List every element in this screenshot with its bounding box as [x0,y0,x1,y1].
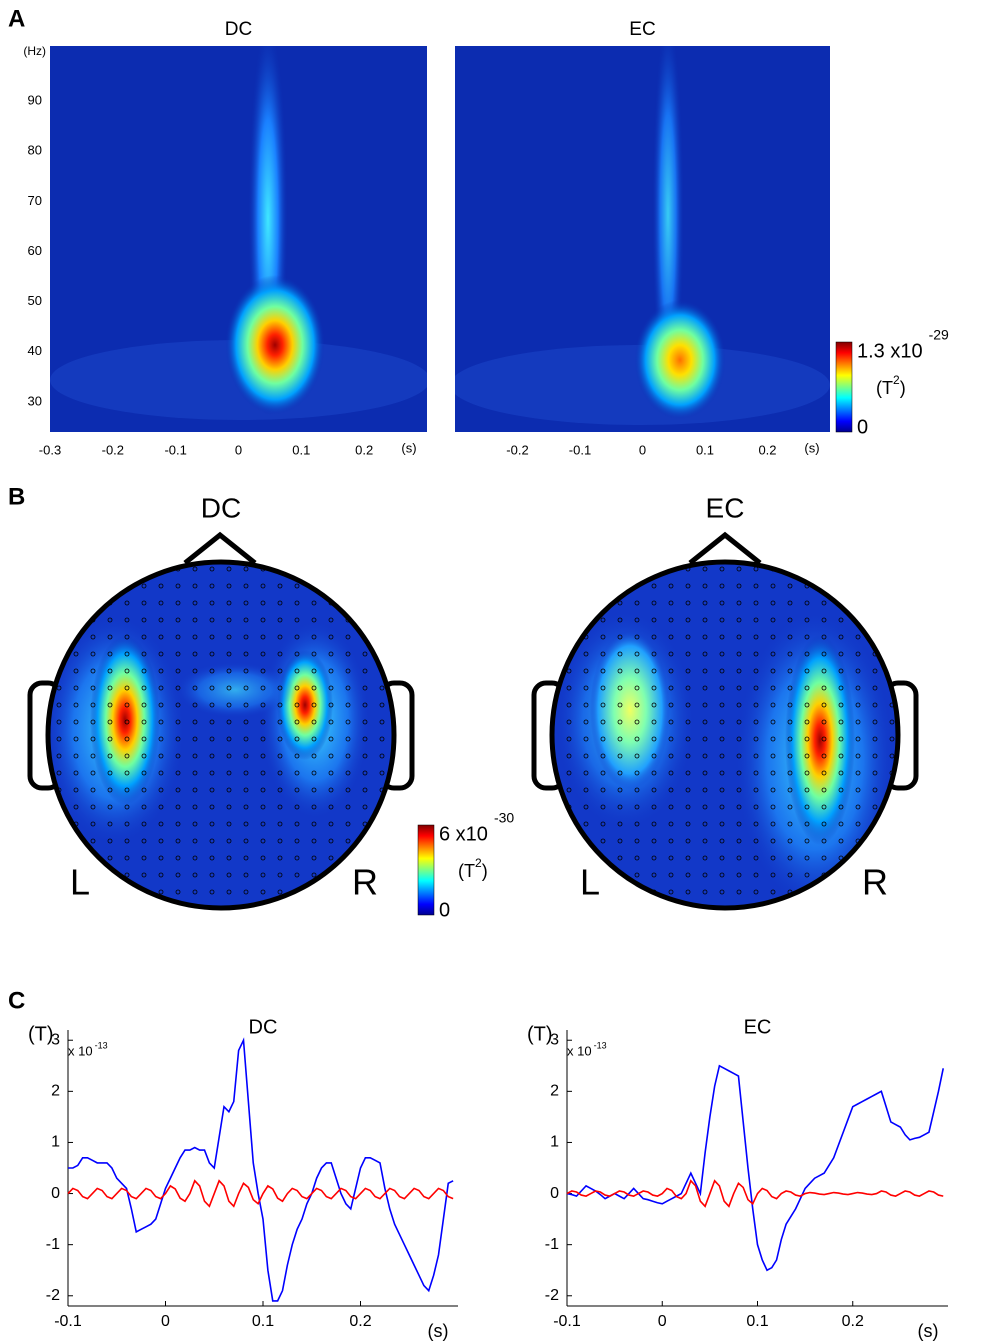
head-map [27,531,415,911]
y-tick-label: 90 [28,93,42,108]
x-axis-label: (s) [428,1321,449,1341]
data-line [67,1179,454,1208]
y-tick-label: 30 [28,393,42,408]
y-tick-label: 60 [28,243,42,258]
y-tick-label: 1 [51,1134,60,1151]
y-axis-label: (T) [28,1023,54,1045]
x-tick-label: 0 [639,442,646,457]
panel-label: C [8,987,25,1014]
axis-scale-exponent: -13 [594,1040,607,1050]
heatmap-image [50,46,427,432]
y-tick-label: -1 [46,1236,60,1253]
x-tick-label: 0.1 [696,442,714,457]
colorbar-unit-exponent: 2 [893,373,900,387]
y-tick-label: 3 [550,1031,559,1048]
colorbar-exponent: -30 [494,810,514,826]
y-tick-label: 50 [28,293,42,308]
x-axis-label: (s) [804,440,819,455]
data-line [566,1064,945,1272]
x-tick-label: 0.2 [349,1313,371,1330]
x-tick-label: 0.1 [292,442,310,457]
x-tick-label: 0.2 [758,442,776,457]
hemisphere-label: R [352,862,378,903]
x-tick-label: -0.1 [569,442,591,457]
x-tick-label: 0.1 [746,1313,768,1330]
x-tick-label: -0.2 [506,442,528,457]
x-tick-label: 0 [235,442,242,457]
chart-title: DC [249,1016,278,1038]
chart-title: EC [629,19,655,40]
x-axis-label: (s) [401,440,416,455]
x-axis-label: (s) [918,1321,939,1341]
data-line [566,1179,944,1208]
x-tick-label: -0.1 [164,442,186,457]
y-tick-label: -2 [545,1287,559,1304]
y-tick-label: -1 [545,1236,559,1253]
y-tick-label: 70 [28,193,42,208]
panel-label: B [8,483,25,510]
y-tick-label: -2 [46,1287,60,1304]
panel-label: A [8,5,25,32]
y-tick-label: 0 [51,1185,60,1202]
y-tick-label: 2 [51,1083,60,1100]
y-tick-label: 1 [550,1134,559,1151]
x-tick-label: 0.2 [355,442,373,457]
x-tick-label: -0.3 [39,442,61,457]
y-tick-label: 3 [51,1031,60,1048]
colorbar-min-label: 0 [857,416,868,438]
axis-scale: x 10 [567,1043,592,1058]
heatmap-image [455,46,830,432]
chart-title: DC [201,492,241,523]
colorbar-unit: ) [482,861,488,881]
x-tick-label: -0.2 [102,442,124,457]
colorbar [835,341,853,433]
x-tick-label: 0.1 [252,1313,274,1330]
colorbar-unit: (T [876,378,893,398]
chart-title: EC [706,492,745,523]
axis-scale-exponent: -13 [95,1040,108,1050]
x-tick-label: -0.1 [553,1313,581,1330]
y-tick-label: 0 [550,1185,559,1202]
hemisphere-label: L [580,862,600,903]
x-tick-label: 0.2 [842,1313,864,1330]
colorbar [417,824,435,916]
data-line [68,1037,454,1302]
colorbar-exponent: -29 [929,327,949,343]
y-tick-label: 40 [28,343,42,358]
hemisphere-label: R [862,862,888,903]
axis-scale: x 10 [68,1043,93,1058]
colorbar-min-label: 0 [439,899,450,921]
head-map [531,531,919,911]
x-tick-label: 0 [161,1313,170,1330]
y-axis-label: (Hz) [23,44,46,58]
y-tick-label: 80 [28,143,42,158]
colorbar-unit: (T [458,861,475,881]
x-tick-label: -0.1 [54,1313,82,1330]
colorbar-max-label: 1.3 x10 [857,340,923,362]
hemisphere-label: L [70,862,90,903]
colorbar-unit: ) [900,378,906,398]
y-axis-label: (T) [527,1023,553,1045]
colorbar-max-label: 6 x10 [439,823,488,845]
x-tick-label: 0 [658,1313,667,1330]
chart-title: DC [225,19,252,40]
y-tick-label: 2 [550,1083,559,1100]
chart-title: EC [744,1016,772,1038]
colorbar-unit-exponent: 2 [475,856,482,870]
